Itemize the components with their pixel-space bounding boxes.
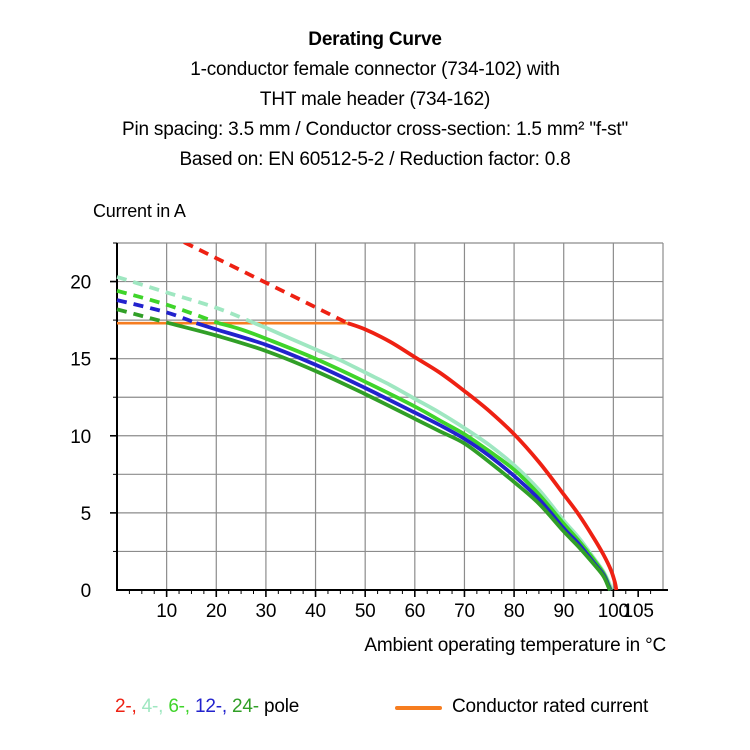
rated-current-label: Conductor rated current: [452, 696, 649, 717]
figure-title: Derating Curve: [308, 29, 442, 50]
y-tick-label: 0: [81, 581, 91, 602]
x-tick-label: 105: [623, 601, 654, 622]
curve-2-pole-dashed: [183, 243, 349, 325]
x-tick-label: 70: [454, 601, 475, 622]
chart-legend: 2-, 4-, 6-, 12-, 24- pole Conductor rate…: [0, 696, 750, 750]
y-tick-label: 5: [81, 504, 91, 525]
legend-pole-suffix: pole: [258, 696, 300, 717]
legend-pole-item-4: 4-,: [141, 696, 169, 717]
legend-pole-item-6: 6-,: [168, 696, 195, 717]
curve-24-pole-dashed: [116, 307, 170, 326]
x-tick-label: 100: [598, 601, 629, 622]
curve-24-pole-solid: [168, 321, 612, 591]
x-tick-label: 20: [206, 601, 227, 622]
figure-subtitle-spec: Pin spacing: 3.5 mm / Conductor cross-se…: [121, 119, 628, 140]
legend-pole-counts: 2-, 4-, 6-, 12-, 24- pole: [115, 696, 299, 718]
x-tick-label: 60: [404, 601, 425, 622]
figure-subtitle-connector: 1-conductor female connector (734-102) w…: [190, 59, 560, 80]
y-tick-label: 15: [70, 350, 91, 371]
x-tick-label: 80: [504, 601, 525, 622]
figure-subtitle-standard: Based on: EN 60512-5-2 / Reduction facto…: [179, 149, 571, 170]
figure-subtitle-header: THT male header (734-162): [259, 89, 491, 110]
rated-current-line-swatch: [395, 706, 442, 710]
curve-2-pole-solid: [347, 321, 619, 591]
x-tick-label: 10: [156, 601, 177, 622]
curve-6-pole-dashed: [116, 288, 220, 325]
y-tick-label: 10: [70, 427, 91, 448]
y-axis-title: Current in A: [93, 201, 186, 221]
legend-pole-item-12: 12-,: [194, 696, 232, 717]
x-tick-label: 90: [553, 601, 574, 622]
legend-pole-item-24: 24-: [232, 696, 259, 717]
y-tick-label: 20: [70, 273, 91, 294]
curve-4-pole-dashed: [116, 275, 252, 324]
figure-header: Derating Curve 1-conductor female connec…: [0, 25, 750, 175]
curve-12-pole-dashed: [116, 298, 198, 325]
x-tick-label: 50: [355, 601, 376, 622]
curve-12-pole-solid: [195, 321, 613, 591]
x-tick-label: 30: [256, 601, 277, 622]
x-tick-label: 40: [305, 601, 326, 622]
x-axis-title: Ambient operating temperature in °C: [364, 635, 666, 656]
legend-pole-item-2: 2-,: [115, 696, 142, 717]
